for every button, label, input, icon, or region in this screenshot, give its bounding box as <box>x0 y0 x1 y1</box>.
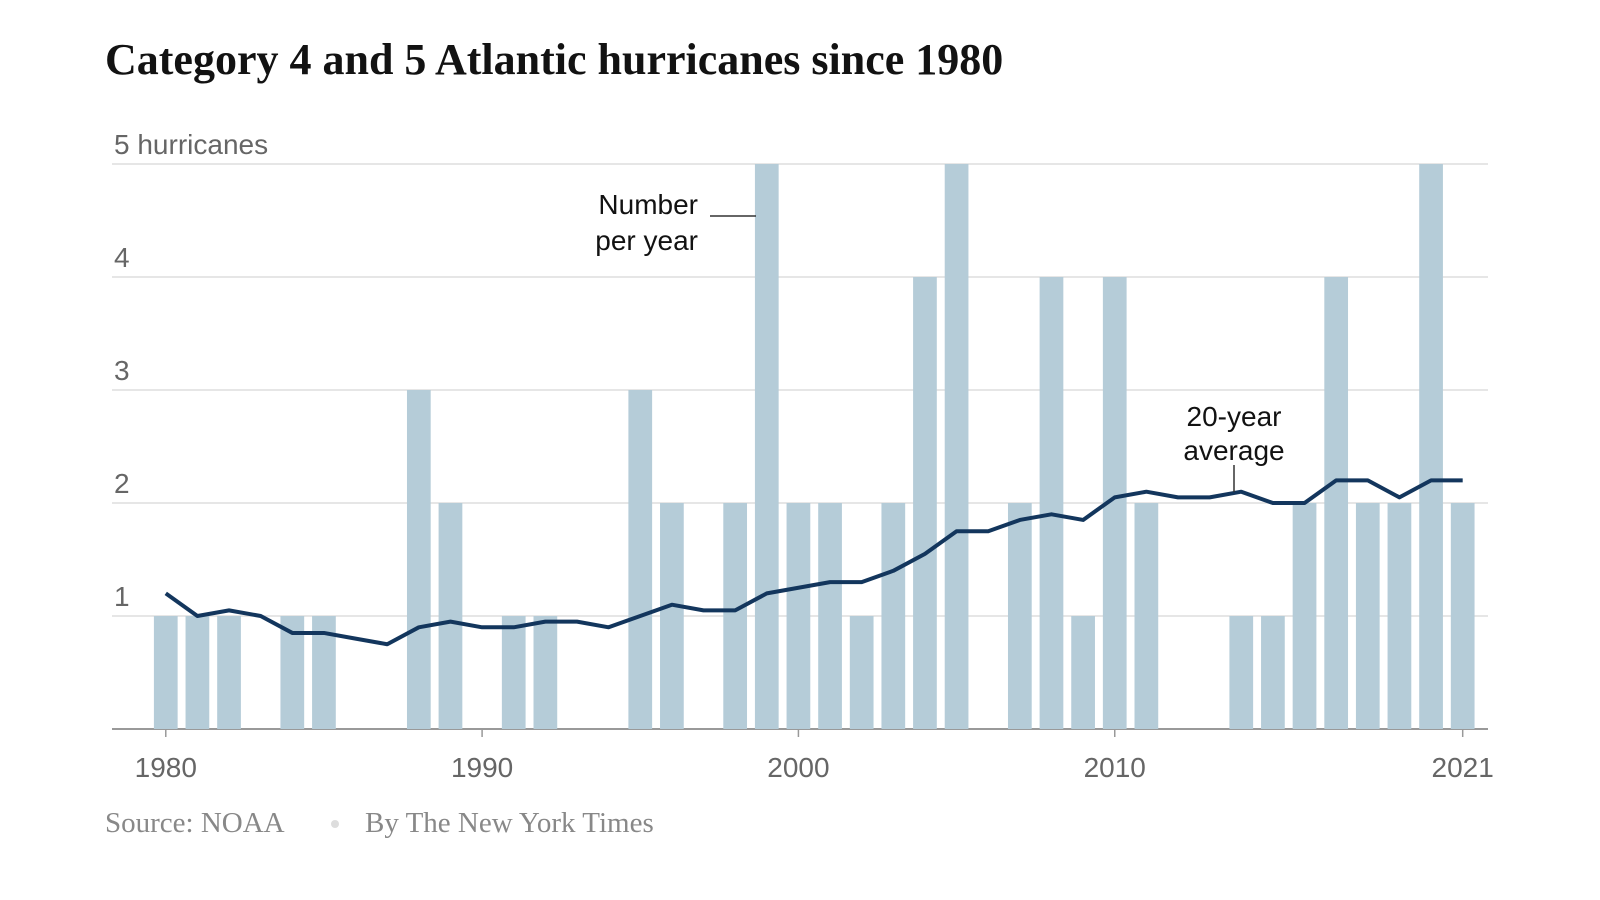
x-tick-label: 2021 <box>1432 752 1494 783</box>
bar <box>438 503 463 729</box>
bar <box>1039 277 1064 729</box>
bar <box>881 503 906 729</box>
bar <box>1324 277 1349 729</box>
bar <box>660 503 684 729</box>
annotation: per year <box>595 225 698 256</box>
bar <box>1007 503 1032 729</box>
bar <box>280 616 305 729</box>
bar <box>1355 503 1380 729</box>
annotation: average <box>1183 435 1284 466</box>
bar <box>849 616 874 729</box>
y-tick-label: 4 <box>114 242 130 273</box>
y-tick-label: 2 <box>114 468 130 499</box>
chart-title: Category 4 and 5 Atlantic hurricanes sin… <box>105 35 1003 84</box>
bar <box>533 616 558 729</box>
bar <box>1419 164 1443 729</box>
bar <box>406 390 431 729</box>
byline: By The New York Times <box>365 807 654 839</box>
bar <box>628 390 653 729</box>
y-tick-label: 5 hurricanes <box>114 129 268 160</box>
plot-area: 1 2 3 4 5 hurricanes 1980 1990 2000 2010 2021 <box>112 129 1494 783</box>
bar <box>1134 503 1159 729</box>
bar <box>1071 616 1095 729</box>
annotation: 20-year <box>1187 401 1282 432</box>
bar <box>1261 616 1285 729</box>
bar <box>217 616 241 729</box>
bar <box>754 164 779 729</box>
x-tick-label: 1990 <box>451 752 513 783</box>
bar <box>1229 616 1254 729</box>
x-tick-label: 2010 <box>1084 752 1146 783</box>
bar <box>1102 277 1127 729</box>
bar <box>153 616 178 729</box>
separator-dot <box>331 820 339 828</box>
bar <box>1450 503 1475 729</box>
bar <box>185 616 210 729</box>
average-line <box>164 478 1463 647</box>
bar <box>786 503 811 729</box>
bar <box>1292 503 1317 729</box>
bar <box>913 277 937 729</box>
bar <box>944 164 969 729</box>
y-tick-label: 1 <box>114 581 130 612</box>
y-tick-label: 3 <box>114 355 130 386</box>
x-tick-label: 1980 <box>135 752 197 783</box>
bar <box>818 503 842 729</box>
x-tick-label: 2000 <box>767 752 829 783</box>
bar <box>723 503 748 729</box>
bar <box>1387 503 1412 729</box>
annotation: Number <box>598 189 698 220</box>
bar <box>312 616 336 729</box>
bar <box>501 616 526 729</box>
source: Source: NOAA <box>105 807 285 839</box>
